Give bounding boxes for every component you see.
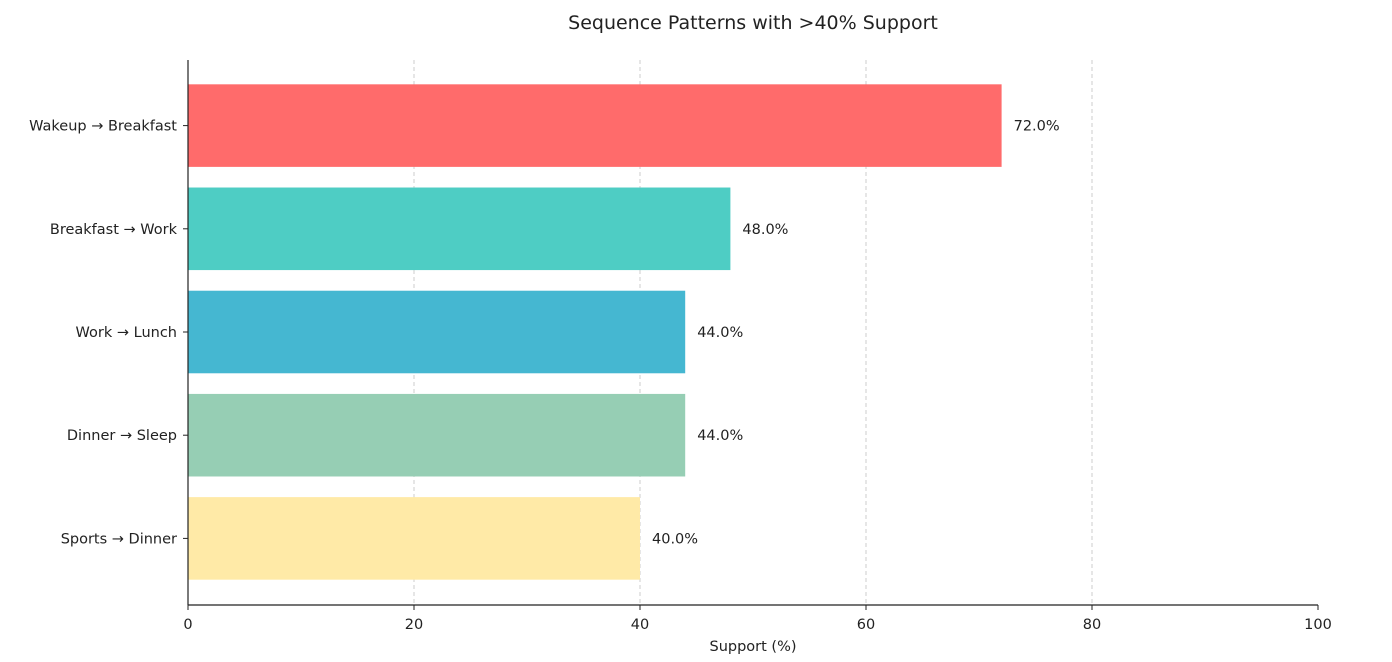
x-tick-label: 40 bbox=[631, 617, 649, 633]
bar bbox=[188, 187, 731, 271]
bar-value-label: 72.0% bbox=[1014, 119, 1060, 135]
chart-title: Sequence Patterns with >40% Support bbox=[568, 12, 938, 34]
bar-value-label: 40.0% bbox=[652, 531, 698, 547]
axes bbox=[183, 60, 1319, 610]
x-tick-label: 80 bbox=[1083, 617, 1101, 633]
x-axis-label: Support (%) bbox=[709, 639, 796, 655]
x-tick-label: 100 bbox=[1304, 617, 1332, 633]
bar-value-label: 48.0% bbox=[742, 222, 788, 238]
bar bbox=[188, 497, 640, 580]
bar bbox=[188, 290, 686, 374]
x-tick-label: 0 bbox=[183, 617, 192, 633]
labels: 72.0% Wakeup → Breakfast 48.0% Breakfast → … bbox=[29, 119, 1332, 633]
category-label: Wakeup → Breakfast bbox=[29, 119, 177, 135]
bars bbox=[188, 84, 1002, 580]
category-label: Breakfast → Work bbox=[50, 222, 178, 238]
bar bbox=[188, 84, 1002, 167]
category-label: Work → Lunch bbox=[76, 325, 177, 341]
x-tick-label: 60 bbox=[857, 617, 875, 633]
category-label: Sports → Dinner bbox=[61, 531, 177, 547]
bar-value-label: 44.0% bbox=[697, 325, 743, 341]
bar bbox=[188, 393, 686, 477]
x-tick-label: 20 bbox=[405, 617, 423, 633]
bar-value-label: 44.0% bbox=[697, 428, 743, 444]
category-label: Dinner → Sleep bbox=[67, 428, 177, 444]
